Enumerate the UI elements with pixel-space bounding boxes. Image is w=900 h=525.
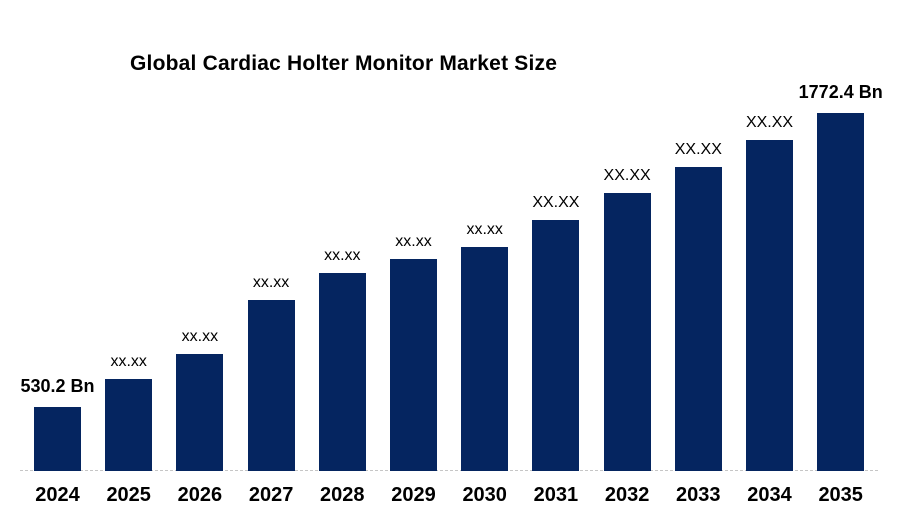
bar-column: xx.xx (461, 221, 509, 471)
bar-column: xx.xx (390, 234, 437, 471)
x-tick-label: 2034 (747, 484, 792, 506)
bar (817, 113, 865, 471)
bar-column: XX.XX (746, 115, 793, 471)
bar-value-label: xx.xx (110, 353, 147, 370)
bar (34, 407, 81, 471)
bar (532, 220, 580, 471)
bar-value-label: XX.XX (532, 194, 580, 211)
bar-value-label: xx.xx (395, 233, 432, 250)
bar-column: XX.XX (604, 168, 651, 471)
bar-value-label: XX.XX (745, 114, 794, 131)
x-tick-label: 2035 (818, 484, 863, 506)
bar-column: XX.XX (675, 142, 722, 471)
x-tick-label: 2032 (604, 484, 650, 506)
x-tick-label: 2029 (391, 484, 436, 506)
x-tick-label: 2025 (106, 484, 151, 506)
bar-value-label: xx.xx (466, 221, 503, 238)
bar-column: 1772.4 Bn (799, 83, 883, 471)
bar-value-label: 1772.4 Bn (798, 82, 883, 102)
bar (461, 247, 509, 471)
bar (746, 140, 793, 471)
x-tick-label: 2026 (177, 484, 223, 506)
bar-column: xx.xx (105, 353, 153, 471)
bar (176, 354, 224, 471)
bar-column: xx.xx (176, 328, 224, 471)
bar-column: xx.xx (318, 247, 366, 471)
x-tick-label: 2028 (320, 484, 365, 506)
x-tick-label: 2031 (533, 484, 579, 506)
bar (603, 193, 651, 471)
bar-value-label: 530.2 Bn (20, 376, 95, 396)
bar-value-label: XX.XX (603, 167, 651, 184)
bar-value-label: xx.xx (324, 247, 361, 264)
bar (105, 379, 153, 471)
bar (390, 259, 437, 471)
x-tick-label: 2024 (35, 484, 80, 506)
bar (674, 167, 722, 471)
bar-column: xx.xx (247, 274, 295, 471)
bar (247, 300, 295, 471)
chart-title: Global Cardiac Holter Monitor Market Siz… (130, 52, 558, 75)
x-axis-line (20, 470, 878, 471)
x-tick-label: 2033 (676, 484, 721, 506)
bar-value-label: xx.xx (252, 274, 290, 291)
bar-value-label: xx.xx (181, 328, 219, 345)
bar-column: XX.XX (532, 195, 579, 471)
x-tick-label: 2030 (462, 484, 507, 506)
x-tick-label: 2027 (248, 484, 294, 506)
bar-column: 530.2 Bn (20, 377, 95, 471)
bar-value-label: XX.XX (674, 141, 722, 158)
bar (318, 273, 366, 471)
